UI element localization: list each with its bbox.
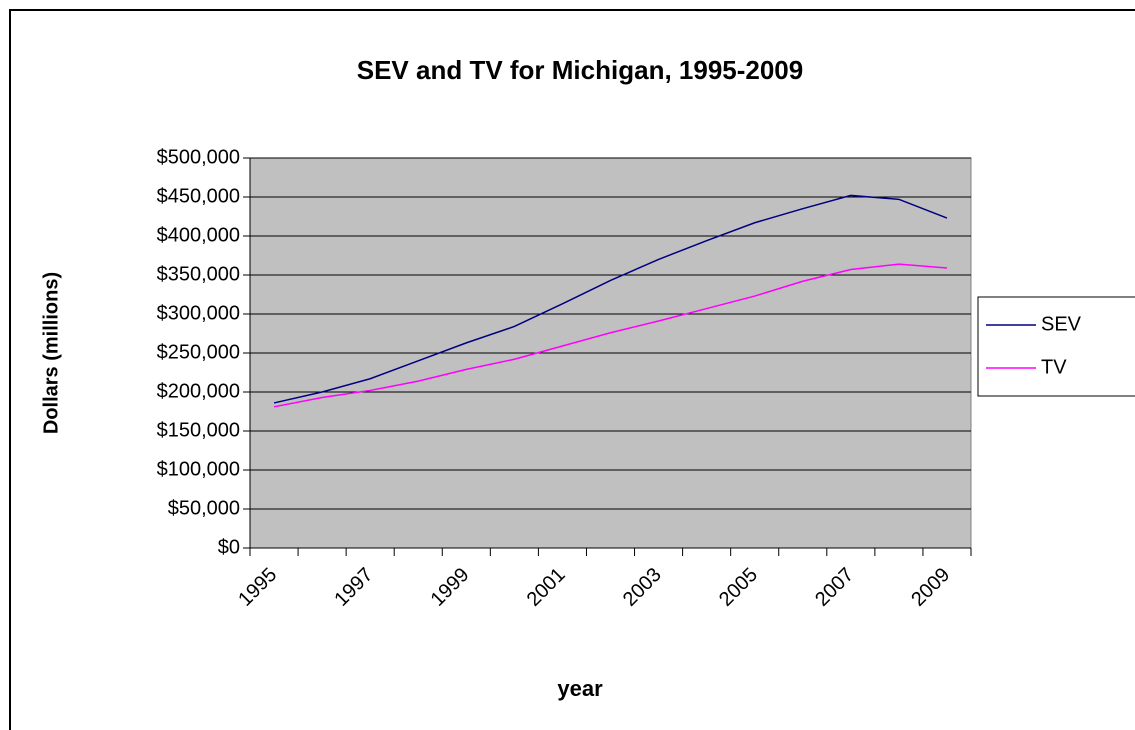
y-axis-title: Dollars (millions) [40,272,62,434]
x-tick-label: 1997 [330,564,377,611]
series-line [273,263,948,408]
y-tick-label: $150,000 [157,419,240,441]
y-tick-label: $400,000 [157,224,240,246]
series-line [273,194,948,404]
x-tick-label: 1995 [234,564,281,611]
legend-box [977,296,1135,397]
x-axis-title: year [557,676,603,701]
y-tick-label: $100,000 [157,458,240,480]
chart-title: SEV and TV for Michigan, 1995-2009 [357,55,803,85]
x-tick-label: 2001 [523,564,570,611]
y-tick-label: $0 [218,536,240,558]
chart-border [9,9,1135,730]
y-tick-label: $350,000 [157,263,240,285]
y-tick-label: $500,000 [157,146,240,168]
y-tick-label: $200,000 [157,380,240,402]
x-tick-label: 2009 [907,564,954,611]
y-tick-label: $300,000 [157,302,240,324]
legend-label: SEV [1041,313,1082,335]
x-tick-label: 1999 [427,564,474,611]
y-tick-label: $250,000 [157,341,240,363]
x-tick-label: 2005 [715,564,762,611]
y-tick-label: $450,000 [157,185,240,207]
legend-label: TV [1041,356,1067,378]
x-tick-label: 2007 [811,564,858,611]
x-tick-label: 2003 [619,564,666,611]
y-tick-label: $50,000 [168,497,240,519]
